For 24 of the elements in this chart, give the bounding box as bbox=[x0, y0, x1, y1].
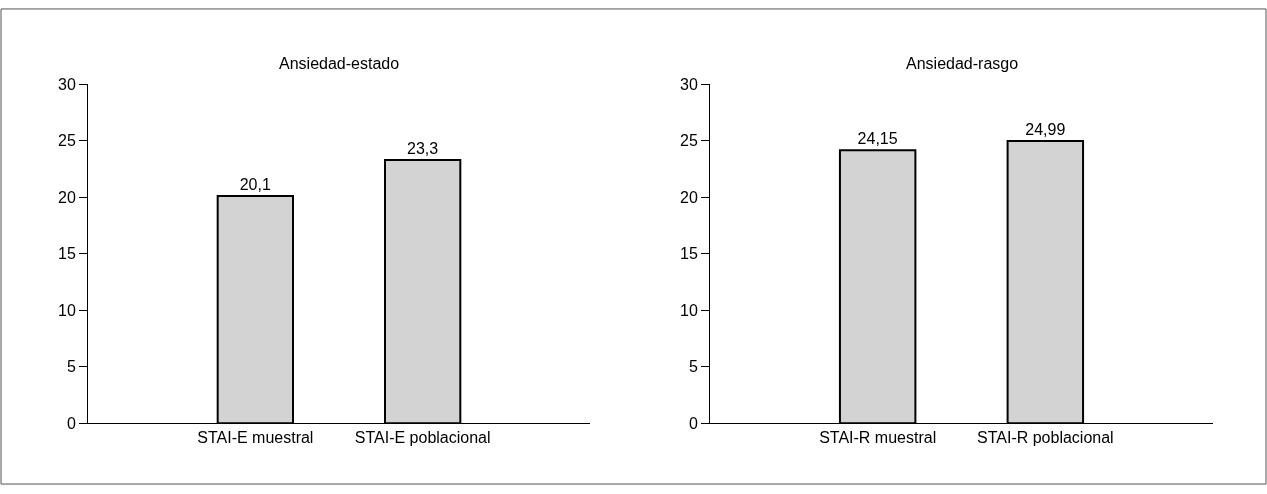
y-tick-label: 0 bbox=[688, 414, 698, 432]
x-tick-label: STAI-E poblacional bbox=[354, 429, 491, 447]
data-label: 23,3 bbox=[407, 139, 439, 157]
x-tick-label: STAI-E muestral bbox=[197, 429, 314, 447]
y-tick-label: 15 bbox=[58, 245, 76, 263]
y-tick-label: 25 bbox=[58, 132, 76, 150]
y-tick-label: 30 bbox=[680, 75, 698, 93]
y-tick-label: 30 bbox=[58, 75, 76, 93]
y-tick-label: 5 bbox=[66, 358, 76, 376]
chart-title: Ansiedad-rasgo bbox=[906, 55, 1019, 72]
y-tick-label: 20 bbox=[58, 188, 76, 206]
y-tick-label: 10 bbox=[58, 301, 76, 319]
y-tick-label: 20 bbox=[680, 188, 698, 206]
x-tick-label: STAI-R muestral bbox=[819, 429, 937, 447]
data-label: 24,99 bbox=[1025, 120, 1066, 138]
y-tick-label: 15 bbox=[680, 245, 698, 263]
data-label: 24,15 bbox=[857, 130, 898, 148]
y-tick-label: 25 bbox=[680, 132, 698, 150]
chart-title: Ansiedad-estado bbox=[279, 55, 400, 72]
x-tick-label: STAI-R poblacional bbox=[977, 429, 1114, 447]
y-tick-label: 5 bbox=[688, 358, 698, 376]
y-tick-label: 0 bbox=[66, 414, 76, 432]
y-tick-label: 10 bbox=[680, 301, 698, 319]
data-label: 20,1 bbox=[239, 176, 271, 194]
